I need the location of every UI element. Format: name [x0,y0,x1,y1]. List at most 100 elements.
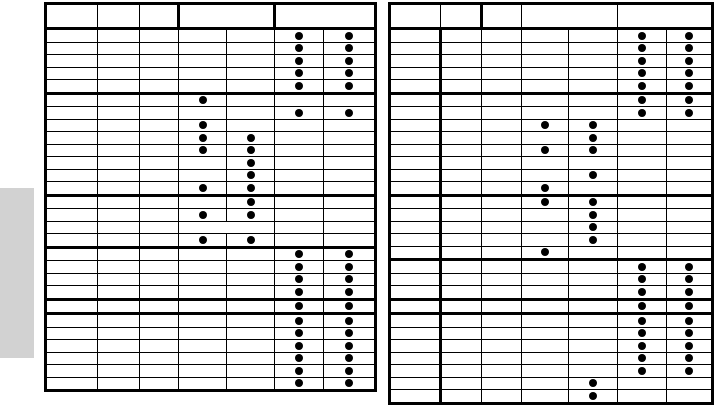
table-cell [520,285,570,300]
table-cell [226,260,275,274]
table-cell [97,79,140,94]
table-cell [139,181,179,196]
table-cell [617,364,668,378]
table-cell [520,193,570,209]
table-cell [568,181,619,196]
table-cell [323,245,376,261]
table-cell [439,91,482,107]
table-cell [568,193,619,209]
table-cell [97,54,140,68]
table-cell [45,168,98,182]
table-cell [323,233,376,248]
table-cell [617,272,668,286]
table-cell [97,156,140,170]
table-cell [139,106,179,120]
dot-icon [345,108,353,117]
table-cell [666,297,713,314]
header-cell [439,3,483,30]
table-cell [568,389,619,404]
table-cell [568,143,619,157]
table-cell [139,339,179,353]
table-cell [520,79,570,94]
table-cell [568,285,619,300]
table-cell [480,131,522,145]
table-cell [520,326,570,340]
table-cell [97,364,140,378]
table-cell [480,339,522,353]
table-cell [568,245,619,260]
table-cell [226,272,275,286]
dot-icon [685,287,694,296]
table-cell [480,220,522,234]
table-cell [274,208,324,222]
table-cell [274,364,324,378]
table-cell [520,143,570,157]
table-cell [520,118,570,132]
dot-icon [345,302,353,311]
table-cell [480,376,522,390]
table-row [389,326,713,340]
table-cell [226,326,275,340]
table-cell [139,260,179,274]
dot-icon [589,235,598,244]
dot-icon [345,31,353,40]
table-cell [389,91,442,107]
table-cell [226,376,275,391]
dot-icon [295,56,303,65]
table-cell [439,326,482,340]
table-cell [480,66,522,80]
dot-icon [246,183,255,192]
table-row [389,168,713,182]
table-cell [97,28,140,43]
table-row [389,312,713,328]
table-row [45,297,376,314]
table-cell [568,66,619,80]
table-cell [226,233,275,248]
table-row [45,156,376,170]
table-cell [139,364,179,378]
dot-icon [198,210,207,219]
dot-icon [540,121,549,130]
table-cell [389,258,442,274]
table-cell [323,220,376,234]
table-cell [45,28,98,43]
dot-icon [685,96,694,105]
table-cell [520,41,570,55]
table-cell [480,312,522,328]
table-cell [666,143,713,157]
table-cell [178,376,227,391]
table-cell [178,339,227,353]
table-cell [323,156,376,170]
table-cell [274,272,324,286]
table-cell [389,351,442,365]
dot-icon [638,81,647,90]
table-cell [666,131,713,145]
table-cell [226,364,275,378]
table-cell [226,28,275,43]
table-cell [274,66,324,80]
table-cell [323,193,376,209]
table-row [389,118,713,132]
table-cell [439,389,482,404]
table-cell [97,339,140,353]
table-cell [97,181,140,196]
table-cell [178,41,227,55]
table-cell [480,91,522,107]
table-cell [274,131,324,145]
table-cell [274,156,324,170]
dot-icon [685,262,694,271]
dot-icon [345,275,353,284]
table-cell [323,41,376,55]
dot-icon [589,391,598,400]
table-cell [323,91,376,107]
table-cell [139,351,179,365]
table-cell [389,131,442,145]
table-cell [480,193,522,209]
table-cell [666,106,713,120]
table-cell [45,339,98,353]
table-cell [323,339,376,353]
table-cell [274,297,324,314]
table-cell [97,312,140,328]
dot-icon [638,316,647,325]
table-cell [45,297,98,314]
